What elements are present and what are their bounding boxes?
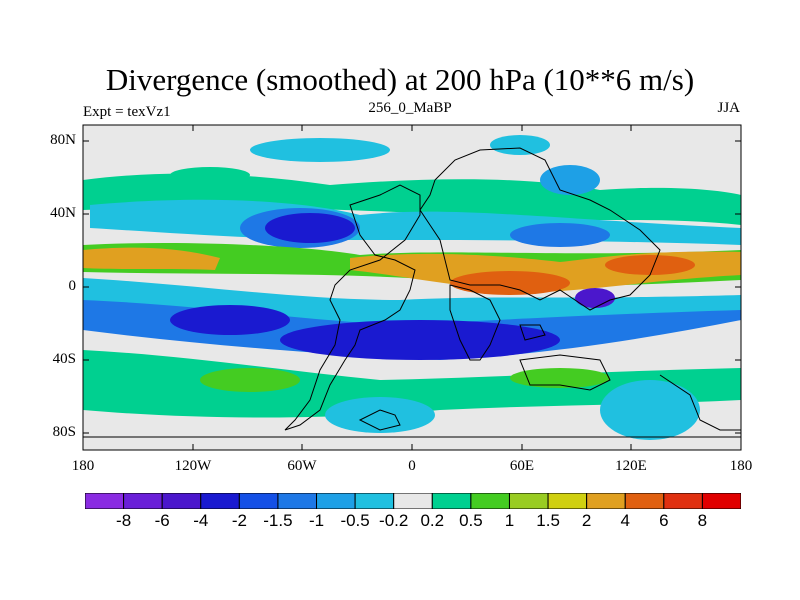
colorbar-label: -8 xyxy=(116,511,132,530)
colorbar-box xyxy=(393,493,433,509)
lon-label-180w: 180 xyxy=(71,458,95,474)
colorbar-box xyxy=(316,493,356,509)
lat-label-40n: 40N xyxy=(50,205,76,221)
colorbar-label: 1 xyxy=(504,511,515,530)
colorbar-box xyxy=(547,493,588,509)
colorbar-box xyxy=(586,493,626,509)
colorbar-box xyxy=(701,493,741,509)
lat-label-80s: 80S xyxy=(52,424,76,440)
colorbar-box xyxy=(508,493,549,509)
colorbar-label: -1.5 xyxy=(263,511,293,530)
colorbar-box xyxy=(123,493,163,509)
divergence-field xyxy=(83,125,741,450)
colorbar-label: -0.2 xyxy=(379,511,409,530)
colorbar-label: 8 xyxy=(697,511,708,530)
lat-label-80n: 80N xyxy=(50,132,76,148)
colorbar-label: 6 xyxy=(659,511,669,530)
experiment-label: Expt = texVz1 xyxy=(83,104,171,120)
map-title: Divergence (smoothed) at 200 hPa (10**6 … xyxy=(105,62,695,97)
colorbar-label: -4 xyxy=(193,511,209,530)
colorbar-box xyxy=(624,493,665,509)
time-label: 256_0_MaBP xyxy=(368,100,452,116)
lon-label-60e: 60E xyxy=(509,458,535,474)
colorbar-box xyxy=(663,493,703,509)
colorbar-label: -2 xyxy=(231,511,247,530)
colorbar-label: -6 xyxy=(154,511,170,530)
colorbar-box xyxy=(431,493,472,509)
colorbar xyxy=(85,493,741,509)
lon-label-180e: 180 xyxy=(729,458,753,474)
lat-label-0: 0 xyxy=(68,278,77,294)
season-label: JJA xyxy=(717,100,740,116)
colorbar-box xyxy=(238,493,279,509)
colorbar-label: 0.2 xyxy=(420,511,445,530)
colorbar-box xyxy=(277,493,318,509)
colorbar-label: -1 xyxy=(308,511,325,530)
lon-label-0: 0 xyxy=(408,458,416,474)
colorbar-label: 4 xyxy=(620,511,630,530)
colorbar-label: 2 xyxy=(581,511,592,530)
colorbar-box xyxy=(470,493,510,509)
colorbar-label: -0.5 xyxy=(340,511,370,530)
colorbar-box xyxy=(354,493,395,509)
colorbar-box xyxy=(200,493,240,509)
lon-label-120w: 120W xyxy=(174,458,212,474)
colorbar-box xyxy=(161,493,202,509)
colorbar-box xyxy=(85,493,125,509)
axis-ticks xyxy=(82,125,742,450)
lon-label-60w: 60W xyxy=(287,458,317,474)
lat-label-40s: 40S xyxy=(52,351,76,367)
colorbar-label: 0.5 xyxy=(459,511,483,530)
colorbar-label: 1.5 xyxy=(536,511,560,530)
lon-label-120e: 120E xyxy=(615,458,647,474)
